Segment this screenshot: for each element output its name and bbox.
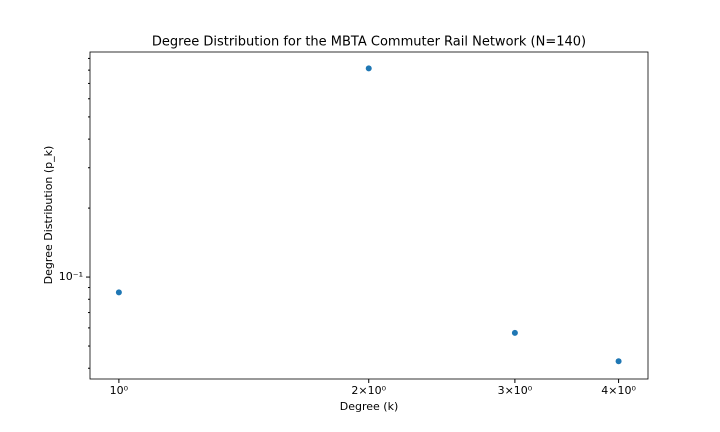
y-axis-label: Degree Distribution (p_k) [42, 146, 55, 285]
point [115, 289, 122, 296]
x-tick-label: 3×10⁰ [498, 384, 533, 397]
plot-frame [89, 51, 649, 380]
point [511, 329, 518, 336]
y-tick-label: 10⁻¹ [59, 270, 83, 283]
point [365, 65, 372, 72]
x-tick-label: 4×10⁰ [601, 384, 636, 397]
x-axis-label: Degree (k) [340, 400, 399, 413]
chart-title: Degree Distribution for the MBTA Commute… [152, 35, 586, 50]
point [615, 358, 622, 365]
x-tick-label: 2×10⁰ [351, 384, 386, 397]
x-tick-label: 10⁰ [110, 384, 129, 397]
